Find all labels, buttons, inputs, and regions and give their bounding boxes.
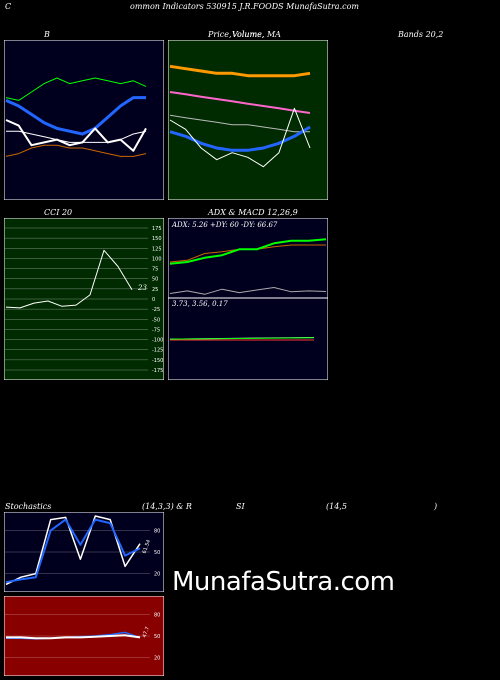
- price-label-b: Volume,: [232, 30, 265, 39]
- osc-tick-label: 50: [154, 634, 160, 640]
- cci-tick-label: -175: [152, 368, 163, 374]
- cci-tick-label: 150: [152, 236, 162, 242]
- header-c: C: [5, 2, 12, 11]
- osc-line: [5, 515, 141, 586]
- cci-panel: 175 150 125 100 75 50 25 0 -25 -50 -75 -100 -125 -150…: [4, 218, 164, 380]
- adx-chart: ADX: 5.26 +DY: 60 -DY: 66.67: [168, 218, 328, 298]
- cci-tick-label: 25: [152, 287, 158, 293]
- macd-signal-line: [169, 337, 315, 340]
- osc-tick-label: 80: [154, 528, 160, 534]
- osc-tick-label: 80: [154, 612, 160, 618]
- watermark: MunafaSutra.com: [172, 567, 395, 597]
- adx-title: ADX & MACD 12,26,9: [208, 208, 298, 217]
- stoch-label: Stochastics: [5, 502, 52, 511]
- cci-tick-label: -50: [152, 317, 160, 323]
- cci-tick-label: 100: [152, 256, 162, 262]
- cci-tick-label: -75: [152, 327, 160, 333]
- adx-line: [169, 287, 327, 295]
- rsi-close: ): [434, 502, 438, 511]
- bb-series-line: [5, 119, 147, 152]
- rsi-chart: 80 50 20 47.7: [4, 596, 164, 676]
- bands-label-b: B: [44, 30, 50, 39]
- osc-tick-label: 20: [154, 656, 160, 662]
- bands-label: Bands 20,2: [398, 30, 444, 39]
- adx-values: ADX: 5.26 +DY: 60 -DY: 66.67: [171, 221, 278, 229]
- cci-tick-label: 125: [152, 246, 162, 252]
- cci-last-value: 23: [137, 284, 147, 292]
- bb-series-line: [6, 130, 147, 143]
- bb-series-line: [5, 77, 147, 101]
- osc-line: [6, 634, 141, 640]
- adx-panel: ADX: 5.26 +DY: 60 -DY: 66.67: [168, 218, 328, 298]
- stoch-params: (14,3,3) & R: [142, 502, 192, 511]
- cci-tick-label: -150: [152, 358, 163, 364]
- bollinger-panel: [4, 40, 164, 200]
- pm-series-line: [169, 91, 311, 114]
- cci-tick-label: -125: [152, 348, 163, 354]
- header-title: ommon Indicators 530915 J.R.FOODS Munafa…: [130, 2, 359, 11]
- rsi-params: (14,5: [326, 502, 347, 511]
- price-ma-chart: [168, 40, 328, 200]
- price-label-c: Volume, MA: [232, 30, 281, 39]
- rsi-last-value: 47.7: [142, 626, 151, 639]
- pm-series-line: [169, 107, 311, 168]
- stoch-chart: 80 50 20 61.54: [4, 512, 164, 592]
- bb-series-line: [5, 144, 147, 157]
- rsi-panel: 80 50 20 47.7: [4, 596, 164, 676]
- stoch-panel: 80 50 20 61.54: [4, 512, 164, 592]
- osc-line: [5, 518, 141, 584]
- cci-line: [5, 249, 133, 309]
- rsi-label: SI: [236, 502, 245, 511]
- price-ma-panel: [168, 40, 328, 200]
- pm-series-line: [169, 125, 311, 152]
- cci-tick-label: 50: [152, 277, 158, 283]
- cci-tick-label: 75: [152, 267, 158, 273]
- macd-chart: 3.73, 3.56, 0.17: [168, 298, 328, 380]
- stoch-last-value: 61.54: [142, 539, 153, 555]
- osc-tick-label: 20: [154, 572, 160, 578]
- adx-minus-dy-line: [169, 238, 327, 265]
- cci-tick-label: 0: [152, 297, 155, 303]
- bollinger-chart: [4, 40, 164, 200]
- macd-panel: 3.73, 3.56, 0.17: [168, 298, 328, 380]
- cci-tick-label: -25: [152, 307, 160, 313]
- macd-values: 3.73, 3.56, 0.17: [172, 300, 228, 308]
- cci-tick-label: 175: [152, 226, 162, 232]
- bb-series-line: [5, 96, 146, 136]
- cci-label: CCI 20: [44, 208, 73, 217]
- cci-tick-label: -100: [152, 338, 163, 344]
- price-label-a: Price,: [208, 30, 232, 39]
- pm-series-line: [169, 64, 311, 78]
- osc-tick-label: 50: [154, 550, 160, 556]
- cci-chart: 175 150 125 100 75 50 25 0 -25 -50 -75 -100 -125 -150…: [4, 218, 164, 380]
